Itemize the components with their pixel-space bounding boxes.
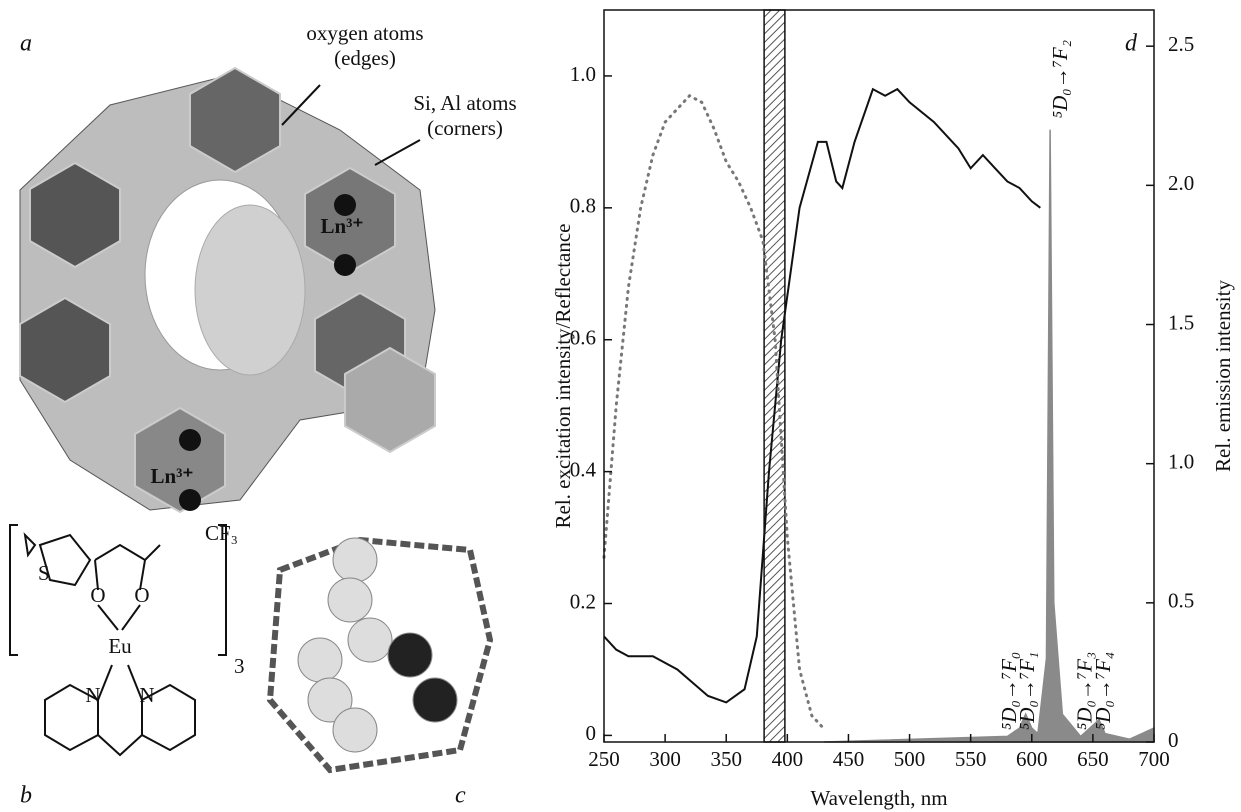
atom-label: S: [38, 561, 50, 585]
ion: [334, 194, 356, 216]
y2-tick-label: 0: [1168, 728, 1179, 752]
x-tick-label: 250: [588, 747, 620, 771]
transition-label: ⁵D₀→⁷F₂: [1048, 40, 1072, 118]
ion-label: Ln³⁺: [150, 464, 193, 488]
emission-area: [823, 129, 1155, 743]
zeolite-illustration: [18, 66, 437, 514]
sphere: [307, 677, 353, 723]
atom-label: N: [139, 683, 154, 707]
y-tick-label: 0.2: [570, 589, 596, 613]
x-tick-label: 500: [894, 747, 926, 771]
x-tick-label: 600: [1016, 747, 1048, 771]
x-tick-label: 450: [833, 747, 865, 771]
sphere: [347, 617, 393, 663]
y-tick-label: 0.4: [570, 457, 597, 481]
atom-label: N: [85, 683, 100, 707]
transition-label: ⁵D₀→⁷F₀: [997, 652, 1021, 730]
y-tick-label: 0.6: [570, 326, 596, 350]
x-tick-label: 300: [649, 747, 681, 771]
y2-tick-label: 2.5: [1168, 32, 1194, 56]
shaded-band: [763, 9, 786, 743]
annotation: (edges): [334, 46, 396, 70]
transition-label: ⁵D₀→⁷F₁: [1015, 652, 1039, 730]
cage-frame: [266, 536, 494, 774]
ion: [334, 254, 356, 276]
x-tick-label: 550: [955, 747, 987, 771]
cage-illustration: [266, 536, 494, 774]
x-tick-label: 700: [1138, 747, 1170, 771]
y2-tick-label: 1.5: [1168, 310, 1194, 334]
ion-label: Ln³⁺: [320, 214, 363, 238]
y2-tick-label: 1.0: [1168, 449, 1194, 473]
bond-lines: [38, 533, 196, 757]
cage-face: [133, 406, 227, 514]
cage-wall: [194, 204, 306, 376]
ion: [179, 429, 201, 451]
arrow: [374, 139, 421, 166]
sphere: [332, 537, 378, 583]
y2-axis-label: Rel. emission intensity: [1211, 280, 1235, 472]
atom-label: O: [90, 583, 105, 607]
panel-label: a: [20, 31, 32, 57]
x-tick-label: 400: [772, 747, 804, 771]
x-tick-label: 650: [1077, 747, 1109, 771]
spectrum-chart: 250 300 350 400 450 500 550 600 650 70000.20.40.6…: [551, 9, 1235, 810]
cage-face: [343, 346, 437, 454]
molecule-bonds: [9, 524, 227, 757]
transition-label: ⁵D₀→⁷F₃: [1073, 652, 1097, 730]
atom-label: Eu: [108, 634, 132, 658]
y2-tick-label: 0.5: [1168, 589, 1194, 613]
arrow: [281, 84, 321, 126]
annotation: Si, Al atoms: [413, 91, 516, 115]
sphere: [387, 632, 433, 678]
atom-label: CF₃: [205, 521, 238, 545]
sphere: [327, 577, 373, 623]
panel-label: b: [20, 783, 32, 809]
spectrum-line: [602, 93, 826, 731]
sphere: [412, 677, 458, 723]
ion: [179, 489, 201, 511]
y2-tick-label: 2.0: [1168, 171, 1194, 195]
cage-face: [188, 66, 282, 174]
annotation: (corners): [427, 116, 503, 140]
panel-label: d: [1125, 31, 1138, 57]
y-tick-label: 0.8: [570, 194, 596, 218]
cage-face: [28, 161, 122, 269]
sphere: [297, 637, 343, 683]
atom-label: O: [134, 583, 149, 607]
cage-face: [18, 296, 112, 404]
y-tick-label: 0: [586, 721, 597, 745]
sphere: [332, 707, 378, 753]
y-tick-label: 1.0: [570, 62, 596, 86]
transition-label: ⁵D₀→⁷F₄: [1091, 652, 1115, 730]
bracket: [23, 532, 37, 558]
spectrum-line: [603, 87, 1041, 704]
panel-label: c: [455, 783, 466, 809]
brackets: [9, 524, 227, 656]
x-axis-label: Wavelength, nm: [810, 786, 947, 810]
y-axis-label: Rel. excitation intensity/Reflectance: [551, 224, 575, 529]
plot-frame: [603, 9, 1155, 743]
atom-label: 3: [234, 654, 245, 678]
annotation: oxygen atoms: [306, 21, 423, 45]
x-tick-label: 350: [710, 747, 742, 771]
